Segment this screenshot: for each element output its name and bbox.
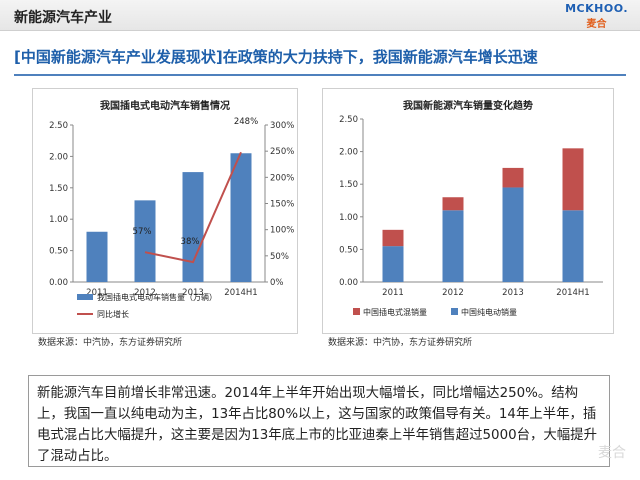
growth-data-label: 248% <box>234 117 258 127</box>
header-title: 新能源汽车产业 <box>14 10 112 26</box>
y-tick-label: 2.00 <box>339 148 358 158</box>
y2-tick-label: 100% <box>270 226 294 236</box>
header-bar: 新能源汽车产业 MCKHOO. 麦合 <box>0 0 640 31</box>
brand-logo: MCKHOO. 麦合 <box>565 2 628 30</box>
bar-plugin-sales <box>86 231 108 282</box>
legend-swatch-sales <box>77 294 93 300</box>
summary-box: 新能源汽车目前增长非常迅速。2014年上半年开始出现大幅增长，同比增幅达250%… <box>28 375 610 467</box>
y2-tick-label: 250% <box>270 147 294 157</box>
y-tick-label: 1.50 <box>339 180 358 190</box>
x-tick-label: 2013 <box>182 288 204 298</box>
bar-phev-sales <box>442 197 464 211</box>
bar-phev-sales <box>382 229 404 247</box>
left-chart-panel: 我国插电式电动汽车销售情况 0.00 0.50 1.00 1.50 2.00 2.50 0% 5… <box>32 88 298 334</box>
x-tick-label: 2011 <box>86 288 108 298</box>
brand-cn: 麦合 <box>586 19 607 30</box>
legend-label-sales: 我国插电式电动车销售量（万辆） <box>97 292 217 302</box>
bar-bev-sales <box>442 210 464 282</box>
legend-swatch-bev <box>451 308 458 315</box>
x-tick-label: 2014H1 <box>556 288 589 298</box>
y-tick-label: 2.50 <box>49 121 68 131</box>
brand-en: MCKHOO. <box>565 2 628 15</box>
y-tick-label: 0.50 <box>339 245 358 255</box>
growth-data-label: 57% <box>133 227 152 237</box>
y-tick-label: 0.50 <box>49 247 68 257</box>
growth-line <box>144 151 242 264</box>
bar-bev-sales <box>382 246 404 282</box>
y-tick-label: 1.00 <box>49 215 68 225</box>
y-tick-label: 1.50 <box>49 184 68 194</box>
growth-data-label: 38% <box>181 237 200 247</box>
summary-text: 新能源汽车目前增长非常迅速。2014年上半年开始出现大幅增长，同比增幅达250%… <box>37 386 597 464</box>
x-tick-label: 2012 <box>134 288 156 298</box>
bar-bev-sales <box>562 210 584 282</box>
x-tick-label: 2012 <box>442 288 464 298</box>
y-tick-label: 0.00 <box>339 278 358 288</box>
nev-sales-trend-chart: 我国新能源汽车销量变化趋势 0.00 0.50 1.00 1.50 2.00 2.50 201… <box>339 99 603 317</box>
bar-bev-sales <box>502 187 524 282</box>
chart-title: 我国插电式电动汽车销售情况 <box>100 99 230 112</box>
page-headline: [中国新能源汽车产业发展现状]在政策的大力扶持下，我国新能源汽车增长迅速 <box>14 48 538 66</box>
left-chart-source: 数据来源：中汽协，东方证券研究所 <box>38 338 183 348</box>
y-tick-label: 2.00 <box>49 152 68 162</box>
legend-label-phev: 中国插电式混销量 <box>363 307 427 317</box>
legend-label-bev: 中国纯电动销量 <box>461 307 517 317</box>
y2-tick-label: 50% <box>270 252 289 262</box>
legend-label-growth: 同比增长 <box>97 309 129 319</box>
bar-phev-sales <box>502 167 524 188</box>
bar-phev-sales <box>562 148 584 211</box>
y2-tick-label: 200% <box>270 173 294 183</box>
y-tick-label: 2.50 <box>339 115 358 125</box>
y-tick-label: 1.00 <box>339 213 358 223</box>
bar-plugin-sales <box>134 200 156 282</box>
watermark: 麦合 <box>598 445 626 461</box>
y2-tick-label: 150% <box>270 200 294 210</box>
y2-tick-label: 300% <box>270 121 294 131</box>
x-tick-label: 2011 <box>382 288 404 298</box>
bar-plugin-sales <box>230 153 252 282</box>
x-tick-label: 2013 <box>502 288 524 298</box>
y2-tick-label: 0% <box>270 278 284 288</box>
headline-divider <box>14 74 626 76</box>
plugin-sales-chart: 我国插电式电动汽车销售情况 0.00 0.50 1.00 1.50 2.00 2.50 0% 5… <box>49 99 294 319</box>
chart-title: 我国新能源汽车销量变化趋势 <box>403 99 533 112</box>
right-chart-panel: 我国新能源汽车销量变化趋势 0.00 0.50 1.00 1.50 2.00 2.50 201… <box>322 88 614 334</box>
bar-plugin-sales <box>182 172 204 282</box>
legend-swatch-phev <box>353 308 360 315</box>
x-tick-label: 2014H1 <box>224 288 257 298</box>
right-chart-source: 数据来源：中汽协，东方证券研究所 <box>328 338 473 348</box>
y-tick-label: 0.00 <box>49 278 68 288</box>
